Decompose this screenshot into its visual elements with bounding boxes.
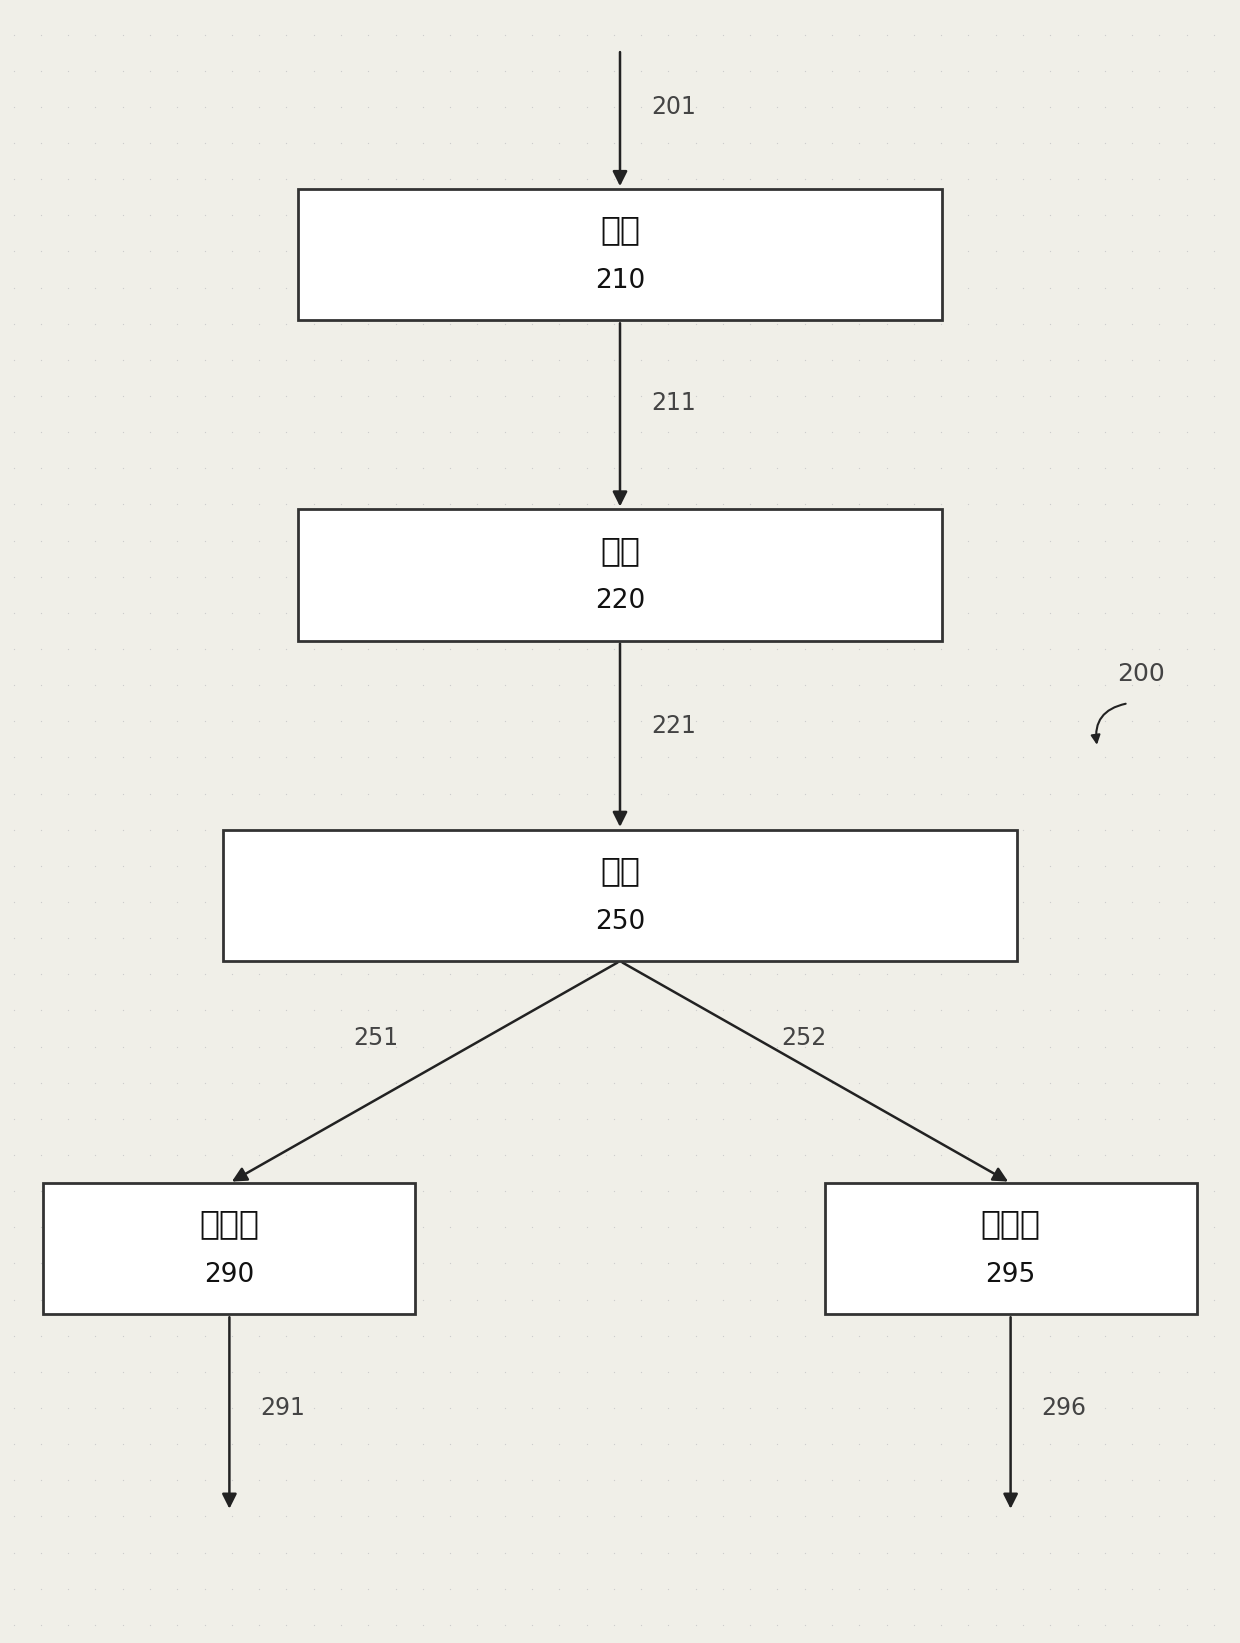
Text: 250: 250 bbox=[595, 909, 645, 935]
Text: 分流: 分流 bbox=[600, 854, 640, 887]
Bar bbox=[825, 1183, 1197, 1314]
Bar bbox=[223, 830, 1017, 961]
Text: 201: 201 bbox=[651, 95, 696, 118]
Text: 221: 221 bbox=[651, 715, 696, 738]
Text: 反应: 反应 bbox=[600, 534, 640, 567]
Text: 252: 252 bbox=[781, 1027, 826, 1050]
Bar bbox=[298, 189, 942, 320]
Text: 296: 296 bbox=[1042, 1397, 1086, 1420]
Text: 200: 200 bbox=[1117, 662, 1164, 685]
Text: 295: 295 bbox=[986, 1262, 1035, 1288]
Text: 290: 290 bbox=[205, 1262, 254, 1288]
Text: 251: 251 bbox=[353, 1027, 398, 1050]
Text: 蜒发: 蜒发 bbox=[600, 214, 640, 246]
Bar bbox=[298, 509, 942, 641]
Bar bbox=[43, 1183, 415, 1314]
Text: 后缩聚: 后缩聚 bbox=[200, 1208, 259, 1240]
Text: 211: 211 bbox=[651, 391, 696, 414]
Text: 291: 291 bbox=[260, 1397, 305, 1420]
Text: 220: 220 bbox=[595, 588, 645, 614]
Text: 210: 210 bbox=[595, 268, 645, 294]
Text: 后缩聚: 后缩聚 bbox=[981, 1208, 1040, 1240]
